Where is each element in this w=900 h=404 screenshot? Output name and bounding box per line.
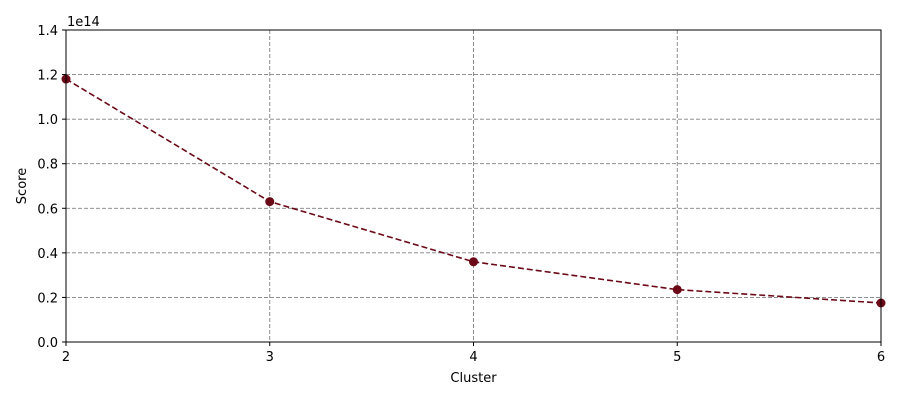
series-group bbox=[61, 74, 886, 308]
x-tick-label: 3 bbox=[266, 350, 274, 365]
y-tick-label: 1.2 bbox=[37, 69, 58, 84]
series-line bbox=[65, 78, 882, 304]
y-tick-label: 1.4 bbox=[37, 24, 58, 39]
y-axis-ticks: 0.0 0.2 0.4 0.6 0.8 1.0 1.2 1.4 bbox=[37, 24, 66, 351]
x-tick-label: 2 bbox=[62, 350, 70, 365]
y-tick-label: 0.4 bbox=[37, 247, 58, 262]
x-tick-label: 6 bbox=[877, 350, 885, 365]
y-tick-label: 0.0 bbox=[37, 336, 58, 351]
data-point bbox=[672, 285, 682, 295]
y-tick-label: 1.0 bbox=[37, 113, 58, 128]
y-tick-label: 0.6 bbox=[37, 202, 58, 217]
x-tick-label: 5 bbox=[673, 350, 681, 365]
grid-lines bbox=[65, 29, 882, 343]
x-tick-label: 4 bbox=[469, 350, 477, 365]
data-point bbox=[469, 257, 478, 267]
y-axis-label: Score bbox=[15, 168, 30, 204]
x-axis-label: Cluster bbox=[450, 371, 497, 386]
x-axis-ticks: 2 3 4 5 6 bbox=[62, 342, 885, 365]
y-tick-label: 0.8 bbox=[37, 158, 58, 173]
data-point bbox=[265, 197, 275, 207]
y-axis-offset-text: 1e14 bbox=[67, 15, 100, 30]
y-tick-label: 0.2 bbox=[37, 291, 58, 306]
